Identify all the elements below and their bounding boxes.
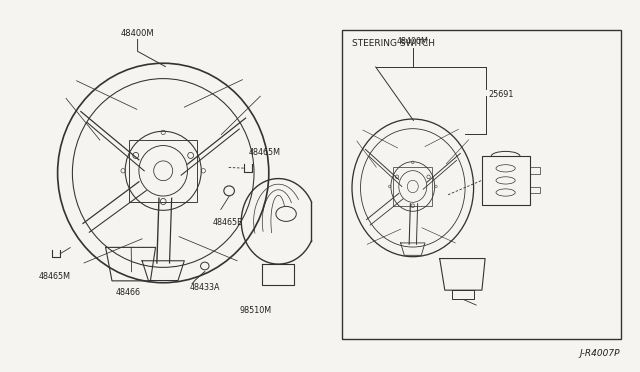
Text: STEERING SWITCH: STEERING SWITCH bbox=[352, 39, 435, 48]
Text: 48465M: 48465M bbox=[248, 148, 280, 157]
Text: 48400M: 48400M bbox=[397, 38, 429, 46]
Bar bbox=[530, 167, 540, 174]
Text: 48466: 48466 bbox=[115, 288, 140, 296]
Text: 25691: 25691 bbox=[488, 90, 514, 99]
Text: 48465B: 48465B bbox=[212, 218, 243, 227]
Text: J-R4007P: J-R4007P bbox=[579, 349, 620, 358]
Text: 48433A: 48433A bbox=[189, 283, 220, 292]
Text: 48465M: 48465M bbox=[38, 272, 70, 280]
Text: 98510M: 98510M bbox=[240, 306, 272, 315]
Bar bbox=[530, 187, 540, 193]
Text: 48400M: 48400M bbox=[121, 29, 154, 38]
Bar bbox=[342, 30, 621, 339]
